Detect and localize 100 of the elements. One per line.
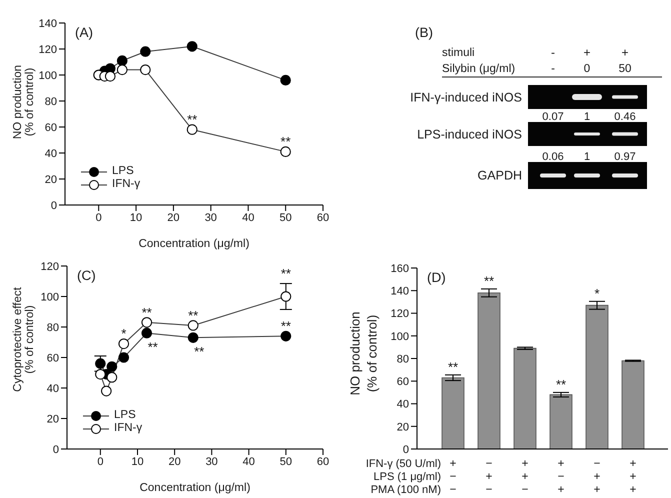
point bbox=[101, 386, 112, 396]
y-tick-label: 60 bbox=[46, 352, 59, 364]
bar bbox=[550, 394, 572, 449]
y-tick-label: 160 bbox=[390, 262, 409, 275]
annotation: * bbox=[121, 326, 126, 342]
chart-title: (A) bbox=[75, 25, 93, 41]
point bbox=[95, 358, 106, 369]
y-tick-label: 100 bbox=[40, 291, 59, 304]
y-tick-label: 0 bbox=[52, 444, 59, 456]
text: 0.46 bbox=[614, 110, 636, 123]
chart-title: (C) bbox=[77, 268, 96, 284]
x-tick-label: 50 bbox=[279, 212, 292, 224]
y-tick-label: 20 bbox=[46, 413, 59, 426]
x-tick-label: 50 bbox=[280, 456, 292, 468]
text: 1 bbox=[584, 110, 590, 123]
x-tick-label: + + − bbox=[522, 458, 529, 496]
y-axis-title: NO production (% of control) bbox=[348, 312, 380, 396]
point bbox=[116, 64, 128, 76]
y-tick-label: 20 bbox=[396, 421, 409, 434]
x-tick-label: 0 bbox=[97, 456, 104, 468]
y-axis-title: NO production (% of control) bbox=[12, 64, 36, 140]
point bbox=[141, 317, 152, 328]
bar bbox=[442, 377, 464, 449]
annotation: ** bbox=[280, 266, 291, 281]
point bbox=[280, 146, 291, 157]
text: - bbox=[551, 63, 556, 76]
bar bbox=[478, 292, 500, 449]
x-tick-label: 40 bbox=[242, 456, 255, 468]
annotation: ** bbox=[280, 318, 291, 334]
point bbox=[118, 338, 130, 350]
point bbox=[186, 41, 198, 52]
y-tick-label: 0 bbox=[50, 200, 57, 212]
text: stimuli bbox=[442, 47, 475, 60]
annotation: ** bbox=[280, 134, 291, 150]
point bbox=[140, 46, 151, 57]
text: IFN-γ-induced iNOS bbox=[410, 90, 522, 104]
point bbox=[106, 372, 118, 383]
annotation: ** bbox=[188, 308, 198, 323]
legend-label: LPS bbox=[112, 165, 134, 178]
annotation: ** bbox=[556, 376, 566, 392]
annotation: ** bbox=[187, 112, 198, 128]
y-tick-label: 80 bbox=[396, 353, 409, 366]
legend-label: LPS bbox=[114, 409, 136, 422]
point bbox=[186, 124, 198, 135]
y-tick-label: 100 bbox=[390, 330, 409, 343]
y-tick-label: 80 bbox=[46, 322, 59, 334]
x-tick-label: 60 bbox=[316, 456, 330, 468]
y-tick-label: 40 bbox=[46, 382, 59, 395]
y-tick-label: 40 bbox=[44, 148, 57, 160]
x-tick-label: 40 bbox=[242, 212, 254, 224]
y-tick-label: 120 bbox=[38, 44, 57, 56]
x-tick-label: + + + bbox=[630, 458, 637, 496]
annotation: ** bbox=[148, 340, 158, 355]
point bbox=[95, 368, 106, 380]
x-tick-label: 30 bbox=[206, 456, 218, 468]
chart-title: (D) bbox=[427, 270, 446, 286]
text: 0.07 bbox=[542, 110, 564, 123]
bar bbox=[586, 304, 608, 449]
x-tick-label: − + − bbox=[486, 458, 493, 496]
point bbox=[141, 328, 152, 338]
text: + bbox=[621, 45, 629, 60]
text: 0.06 bbox=[542, 150, 564, 163]
x-tick-label: 30 bbox=[204, 212, 217, 224]
x-tick-label: 10 bbox=[131, 456, 144, 468]
point bbox=[118, 352, 130, 363]
text: Silybin (μg/ml) bbox=[442, 63, 516, 76]
annotation: ** bbox=[448, 359, 458, 374]
text: 0.97 bbox=[614, 150, 636, 163]
annotation: ** bbox=[484, 273, 494, 288]
x-tick-label: 60 bbox=[316, 212, 330, 224]
text: + bbox=[583, 45, 591, 60]
bar bbox=[622, 360, 644, 449]
text: LPS-induced iNOS bbox=[417, 128, 522, 142]
y-tick-label: 120 bbox=[390, 308, 409, 320]
y-tick-label: 40 bbox=[396, 398, 409, 411]
point bbox=[116, 55, 128, 66]
legend-label: IFN-γ bbox=[112, 178, 140, 191]
text: - bbox=[551, 45, 555, 60]
y-tick-label: 100 bbox=[38, 70, 57, 82]
x-tick-label: 10 bbox=[130, 212, 142, 224]
y-tick-label: 120 bbox=[40, 260, 59, 273]
y-tick-label: 140 bbox=[390, 286, 409, 298]
y-tick-label: 80 bbox=[44, 96, 57, 108]
y-tick-label: 60 bbox=[44, 122, 57, 134]
x-axis-title: Concentration (μg/ml) bbox=[140, 482, 251, 494]
text: (B) bbox=[415, 25, 433, 41]
x-tick-label: + − + bbox=[558, 458, 565, 496]
point bbox=[280, 291, 292, 302]
y-tick-label: 0 bbox=[402, 444, 409, 456]
y-tick-label: 20 bbox=[44, 174, 57, 186]
point bbox=[106, 361, 118, 372]
text: GAPDH bbox=[478, 168, 522, 182]
text: 0 bbox=[584, 63, 590, 76]
text: 1 bbox=[584, 150, 590, 163]
point bbox=[280, 74, 291, 86]
annotation: * bbox=[594, 286, 600, 301]
annotation: ** bbox=[142, 304, 152, 320]
bar bbox=[514, 348, 536, 449]
y-tick-label: 140 bbox=[38, 18, 57, 30]
text: 50 bbox=[618, 63, 632, 76]
